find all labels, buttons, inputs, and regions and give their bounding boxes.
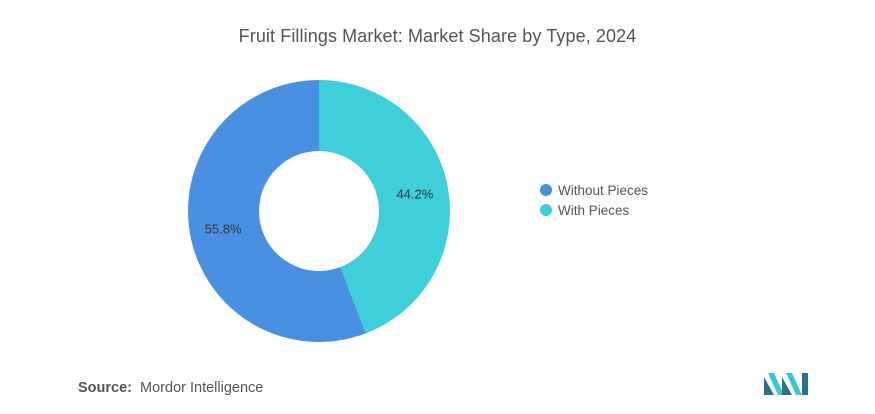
source-label: Source: (78, 380, 132, 396)
legend-label-with-pieces: With Pieces (558, 202, 630, 218)
legend-label-without-pieces: Without Pieces (558, 182, 649, 198)
legend-item-with-pieces: With Pieces (540, 200, 648, 220)
legend-swatch-without-pieces (540, 184, 552, 196)
slices-group (188, 80, 451, 342)
slice-with-pieces (319, 80, 451, 334)
chart-title: Fruit Fillings Market: Market Share by T… (238, 26, 637, 46)
data-labels-group: 44.2% 55.8% (205, 186, 434, 236)
source-note: Source: Mordor Intelligence (78, 380, 263, 396)
legend-swatch-with-pieces (540, 204, 552, 216)
data-label-with-pieces: 44.2% (396, 186, 433, 201)
slice-without-pieces (188, 80, 366, 342)
source-text: Mordor Intelligence (140, 380, 264, 396)
data-label-without-pieces: 55.8% (205, 222, 242, 237)
legend-item-without-pieces: Without Pieces (540, 180, 648, 200)
chart-legend: Without Pieces With Pieces (540, 180, 648, 220)
mordor-logo-icon (764, 373, 808, 395)
